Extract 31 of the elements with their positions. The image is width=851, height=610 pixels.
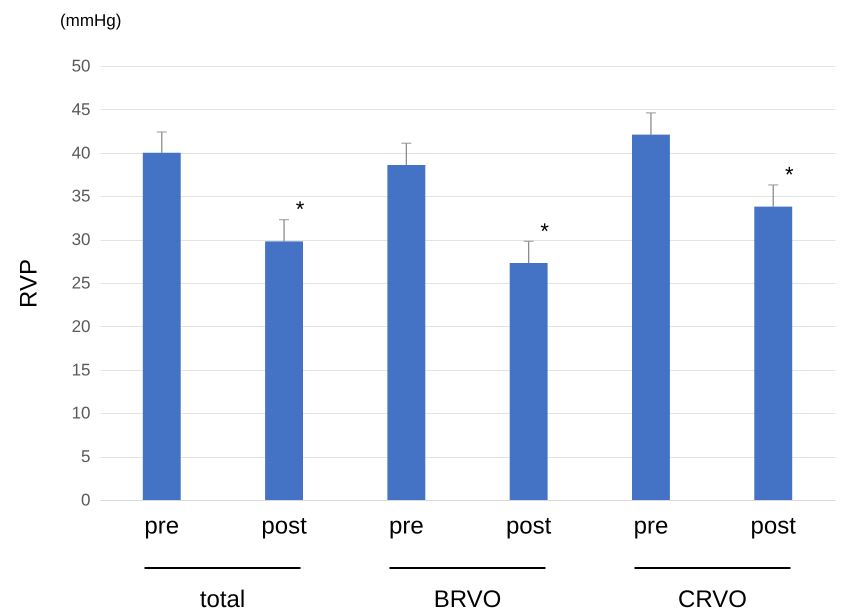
y-tick-label: 40	[72, 143, 90, 162]
y-tick-label: 35	[72, 186, 90, 206]
text: CRVO	[678, 586, 747, 610]
data-label: *	[540, 218, 550, 244]
y-tick-label: 50	[72, 56, 90, 76]
y-tick-label: 45	[72, 100, 90, 119]
y-axis-title: RVP	[16, 259, 43, 308]
x-tick-label: pre	[634, 512, 668, 540]
bar	[632, 134, 670, 500]
x-tick-label: post	[506, 512, 552, 540]
bar	[142, 152, 181, 500]
bar	[265, 241, 304, 500]
bar	[387, 164, 426, 500]
y-tick-label: 25	[72, 274, 90, 292]
text: total	[200, 586, 246, 610]
bar	[754, 206, 792, 500]
data-label: *	[296, 196, 305, 222]
x-tick-label: post	[750, 512, 796, 540]
y-tick-label: 30	[72, 230, 90, 250]
x-tick-label: pre	[389, 512, 424, 540]
bar	[510, 263, 548, 500]
text: BRVO	[434, 586, 502, 610]
x-tick-label: post	[261, 512, 308, 540]
data-label: *	[784, 162, 794, 187]
chart-subtitle: (mmHg)	[60, 11, 122, 30]
y-tick-label: 0	[81, 490, 90, 510]
x-tick-label: pre	[144, 512, 180, 540]
y-tick-label: 20	[72, 316, 90, 336]
y-tick-label: 10	[72, 404, 90, 423]
y-tick-label: 15	[72, 360, 90, 380]
y-tick-label: 5	[81, 447, 90, 466]
